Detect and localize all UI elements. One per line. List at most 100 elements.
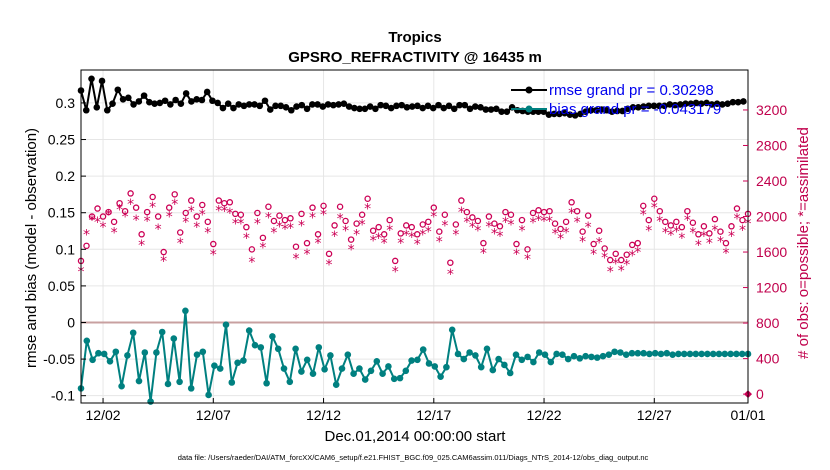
rmse-point (277, 102, 285, 110)
rmse-point (256, 102, 264, 110)
obs-possible-point (342, 217, 349, 225)
bias-point (472, 352, 479, 359)
bias-point (431, 363, 439, 370)
bias-point (530, 358, 537, 366)
obs-possible-point (110, 218, 118, 226)
obs-assimilated-point: * (403, 228, 410, 244)
obs-possible-point (364, 195, 371, 203)
rmse-point (230, 104, 237, 112)
obs-possible-point (717, 228, 724, 235)
bias-point (704, 350, 711, 358)
bias-point (205, 391, 212, 399)
obs-possible-point (463, 208, 471, 216)
obs-assimilated-point: * (436, 234, 443, 250)
bias-point (646, 350, 653, 358)
bias-point (303, 356, 311, 364)
rmse-point (598, 106, 605, 113)
legend: rmse grand pr = 0.30298 bias grand pr = … (511, 82, 721, 118)
obs-possible-point (628, 241, 636, 249)
obs-assimilated-point: * (585, 220, 592, 236)
rmse-point (167, 101, 174, 108)
x-tick-label: 12/07 (196, 407, 231, 423)
bias-point (124, 352, 131, 359)
bias-point (408, 357, 415, 364)
obs-assimilated-point: * (155, 222, 162, 238)
bias-point (216, 365, 224, 372)
bias-point (280, 365, 288, 372)
bias-point (373, 357, 381, 365)
obs-possible-point (656, 207, 664, 215)
obs-possible-point (612, 250, 619, 258)
bias-point (680, 350, 688, 358)
obs-assimilated-point: * (700, 229, 707, 245)
obs-possible-point (386, 216, 393, 224)
obs-assimilated-point: * (618, 264, 625, 280)
bias-point (738, 350, 746, 358)
obs-possible-point (496, 223, 504, 230)
y-right-tick-label: 400 (756, 351, 780, 367)
obs-possible-point (237, 211, 245, 218)
obs-possible-point (573, 207, 581, 215)
rmse-point (140, 92, 148, 99)
obs-assimilated-point: * (711, 223, 718, 239)
bias-point (495, 355, 502, 363)
obs-possible-point (419, 221, 427, 228)
obs-assimilated-point: * (612, 257, 619, 273)
rmse-point (535, 108, 542, 116)
obs-possible-point (667, 222, 675, 229)
obs-possible-point (83, 242, 90, 250)
obs-assimilated-point: * (149, 200, 156, 216)
bias-point (274, 345, 282, 353)
bias-point (147, 398, 154, 405)
y-left-tick-label: 0.1 (56, 241, 76, 257)
obs-assimilated-point: * (182, 215, 189, 231)
bias-point (443, 363, 450, 371)
obs-assimilated-point: * (375, 231, 382, 247)
rmse-point (477, 104, 484, 111)
bias-point (245, 327, 253, 334)
series-obs-possible (77, 190, 752, 266)
rmse-point (487, 106, 495, 113)
obs-possible-point (287, 215, 294, 222)
rmse-point (151, 100, 158, 107)
obs-possible-point (187, 197, 195, 204)
bias-point (321, 366, 328, 373)
obs-possible-point (414, 231, 421, 238)
obs-possible-point (402, 222, 410, 229)
obs-assimilated-point: * (425, 225, 432, 241)
rmse-point (219, 104, 227, 112)
obs-assimilated-point: * (667, 228, 674, 244)
bias-point (367, 367, 375, 375)
bias-point (733, 350, 740, 358)
rmse-point (671, 101, 679, 109)
bias-point (112, 348, 120, 356)
rmse-point (466, 105, 474, 113)
bias-point (402, 367, 410, 375)
rmse-point (298, 101, 306, 109)
obs-possible-point (623, 251, 630, 258)
rmse-point (372, 105, 379, 113)
rmse-point (161, 97, 169, 105)
bias-point (106, 357, 114, 365)
bias-point (158, 328, 166, 336)
obs-possible-point (154, 213, 162, 220)
obs-possible-point (518, 216, 526, 224)
rmse-point (645, 102, 653, 110)
obs-assimilated-point: * (447, 267, 454, 283)
obs-possible-point (430, 204, 438, 211)
bias-point (315, 344, 323, 351)
rmse-point (351, 104, 358, 112)
obs-assimilated-point: * (276, 219, 283, 235)
obs-assimilated-point: * (601, 250, 608, 266)
rmse-point (109, 100, 116, 107)
bias-point (611, 348, 618, 356)
obs-assimilated-point: * (199, 208, 206, 224)
bias-point (570, 352, 578, 360)
rmse-point (209, 97, 216, 105)
obs-assimilated-point: * (717, 234, 724, 250)
rmse-point (330, 101, 337, 109)
rmse-point (471, 103, 479, 110)
rmse-point (414, 102, 421, 110)
bias-point (622, 351, 630, 358)
bias-point (512, 351, 520, 358)
